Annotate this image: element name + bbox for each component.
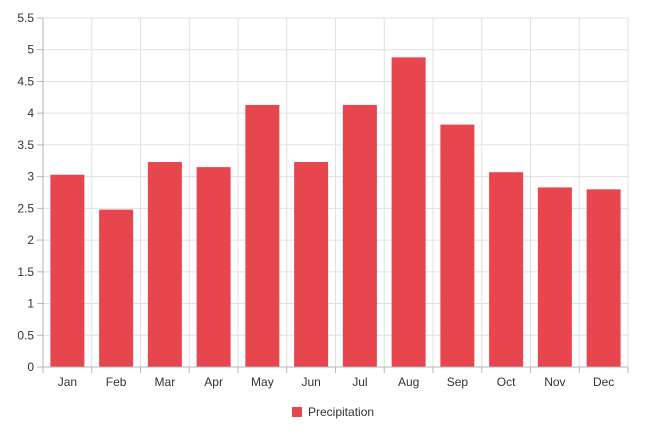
x-tick-label-may: May bbox=[251, 375, 274, 389]
x-tick-label-mar: Mar bbox=[155, 375, 176, 389]
x-tick-label-jul: Jul bbox=[352, 375, 367, 389]
y-tick-label-10: 5 bbox=[27, 43, 34, 57]
axes-layer: 0 0.5 1 1.5 2 2.5 3 3.5 4 4.5 5 5.5 Jan Feb Mar Apr May J… bbox=[17, 11, 629, 389]
y-tick-label-1: 0.5 bbox=[17, 328, 34, 342]
bar-mar bbox=[147, 162, 182, 367]
x-tick-label-dec: Dec bbox=[593, 375, 614, 389]
legend[interactable]: Precipitation bbox=[292, 405, 374, 419]
bar-sep bbox=[440, 124, 475, 367]
x-tick-label-jun: Jun bbox=[301, 375, 320, 389]
legend-swatch-precipitation[interactable] bbox=[292, 407, 302, 417]
y-tick-label-11: 5.5 bbox=[17, 11, 34, 25]
bar-jan bbox=[50, 174, 85, 367]
y-tick-label-6: 3 bbox=[27, 170, 34, 184]
bar-aug bbox=[391, 57, 426, 367]
y-tick-label-3: 1.5 bbox=[17, 265, 34, 279]
x-tick-label-sep: Sep bbox=[447, 375, 469, 389]
legend-label-precipitation[interactable]: Precipitation bbox=[308, 405, 374, 419]
y-tick-label-4: 2 bbox=[27, 233, 34, 247]
bar-apr bbox=[196, 167, 231, 367]
x-tick-label-aug: Aug bbox=[398, 375, 419, 389]
y-tick-label-8: 4 bbox=[27, 106, 34, 120]
bar-oct bbox=[489, 172, 524, 367]
x-tick-label-apr: Apr bbox=[204, 375, 223, 389]
x-tick-label-nov: Nov bbox=[544, 375, 565, 389]
y-tick-label-9: 4.5 bbox=[17, 74, 34, 88]
y-tick-label-5: 2.5 bbox=[17, 201, 34, 215]
bar-nov bbox=[537, 187, 572, 367]
x-tick-label-feb: Feb bbox=[106, 375, 127, 389]
bar-feb bbox=[99, 209, 134, 367]
bar-jun bbox=[294, 162, 329, 367]
bar-may bbox=[245, 104, 280, 367]
y-tick-label-7: 3.5 bbox=[17, 138, 34, 152]
y-tick-label-2: 1 bbox=[27, 297, 34, 311]
bar-jul bbox=[342, 104, 377, 367]
x-tick-label-oct: Oct bbox=[497, 375, 516, 389]
y-tick-label-0: 0 bbox=[27, 360, 34, 374]
x-tick-label-jan: Jan bbox=[58, 375, 77, 389]
bar-dec bbox=[586, 189, 621, 367]
bars-layer bbox=[50, 57, 621, 367]
